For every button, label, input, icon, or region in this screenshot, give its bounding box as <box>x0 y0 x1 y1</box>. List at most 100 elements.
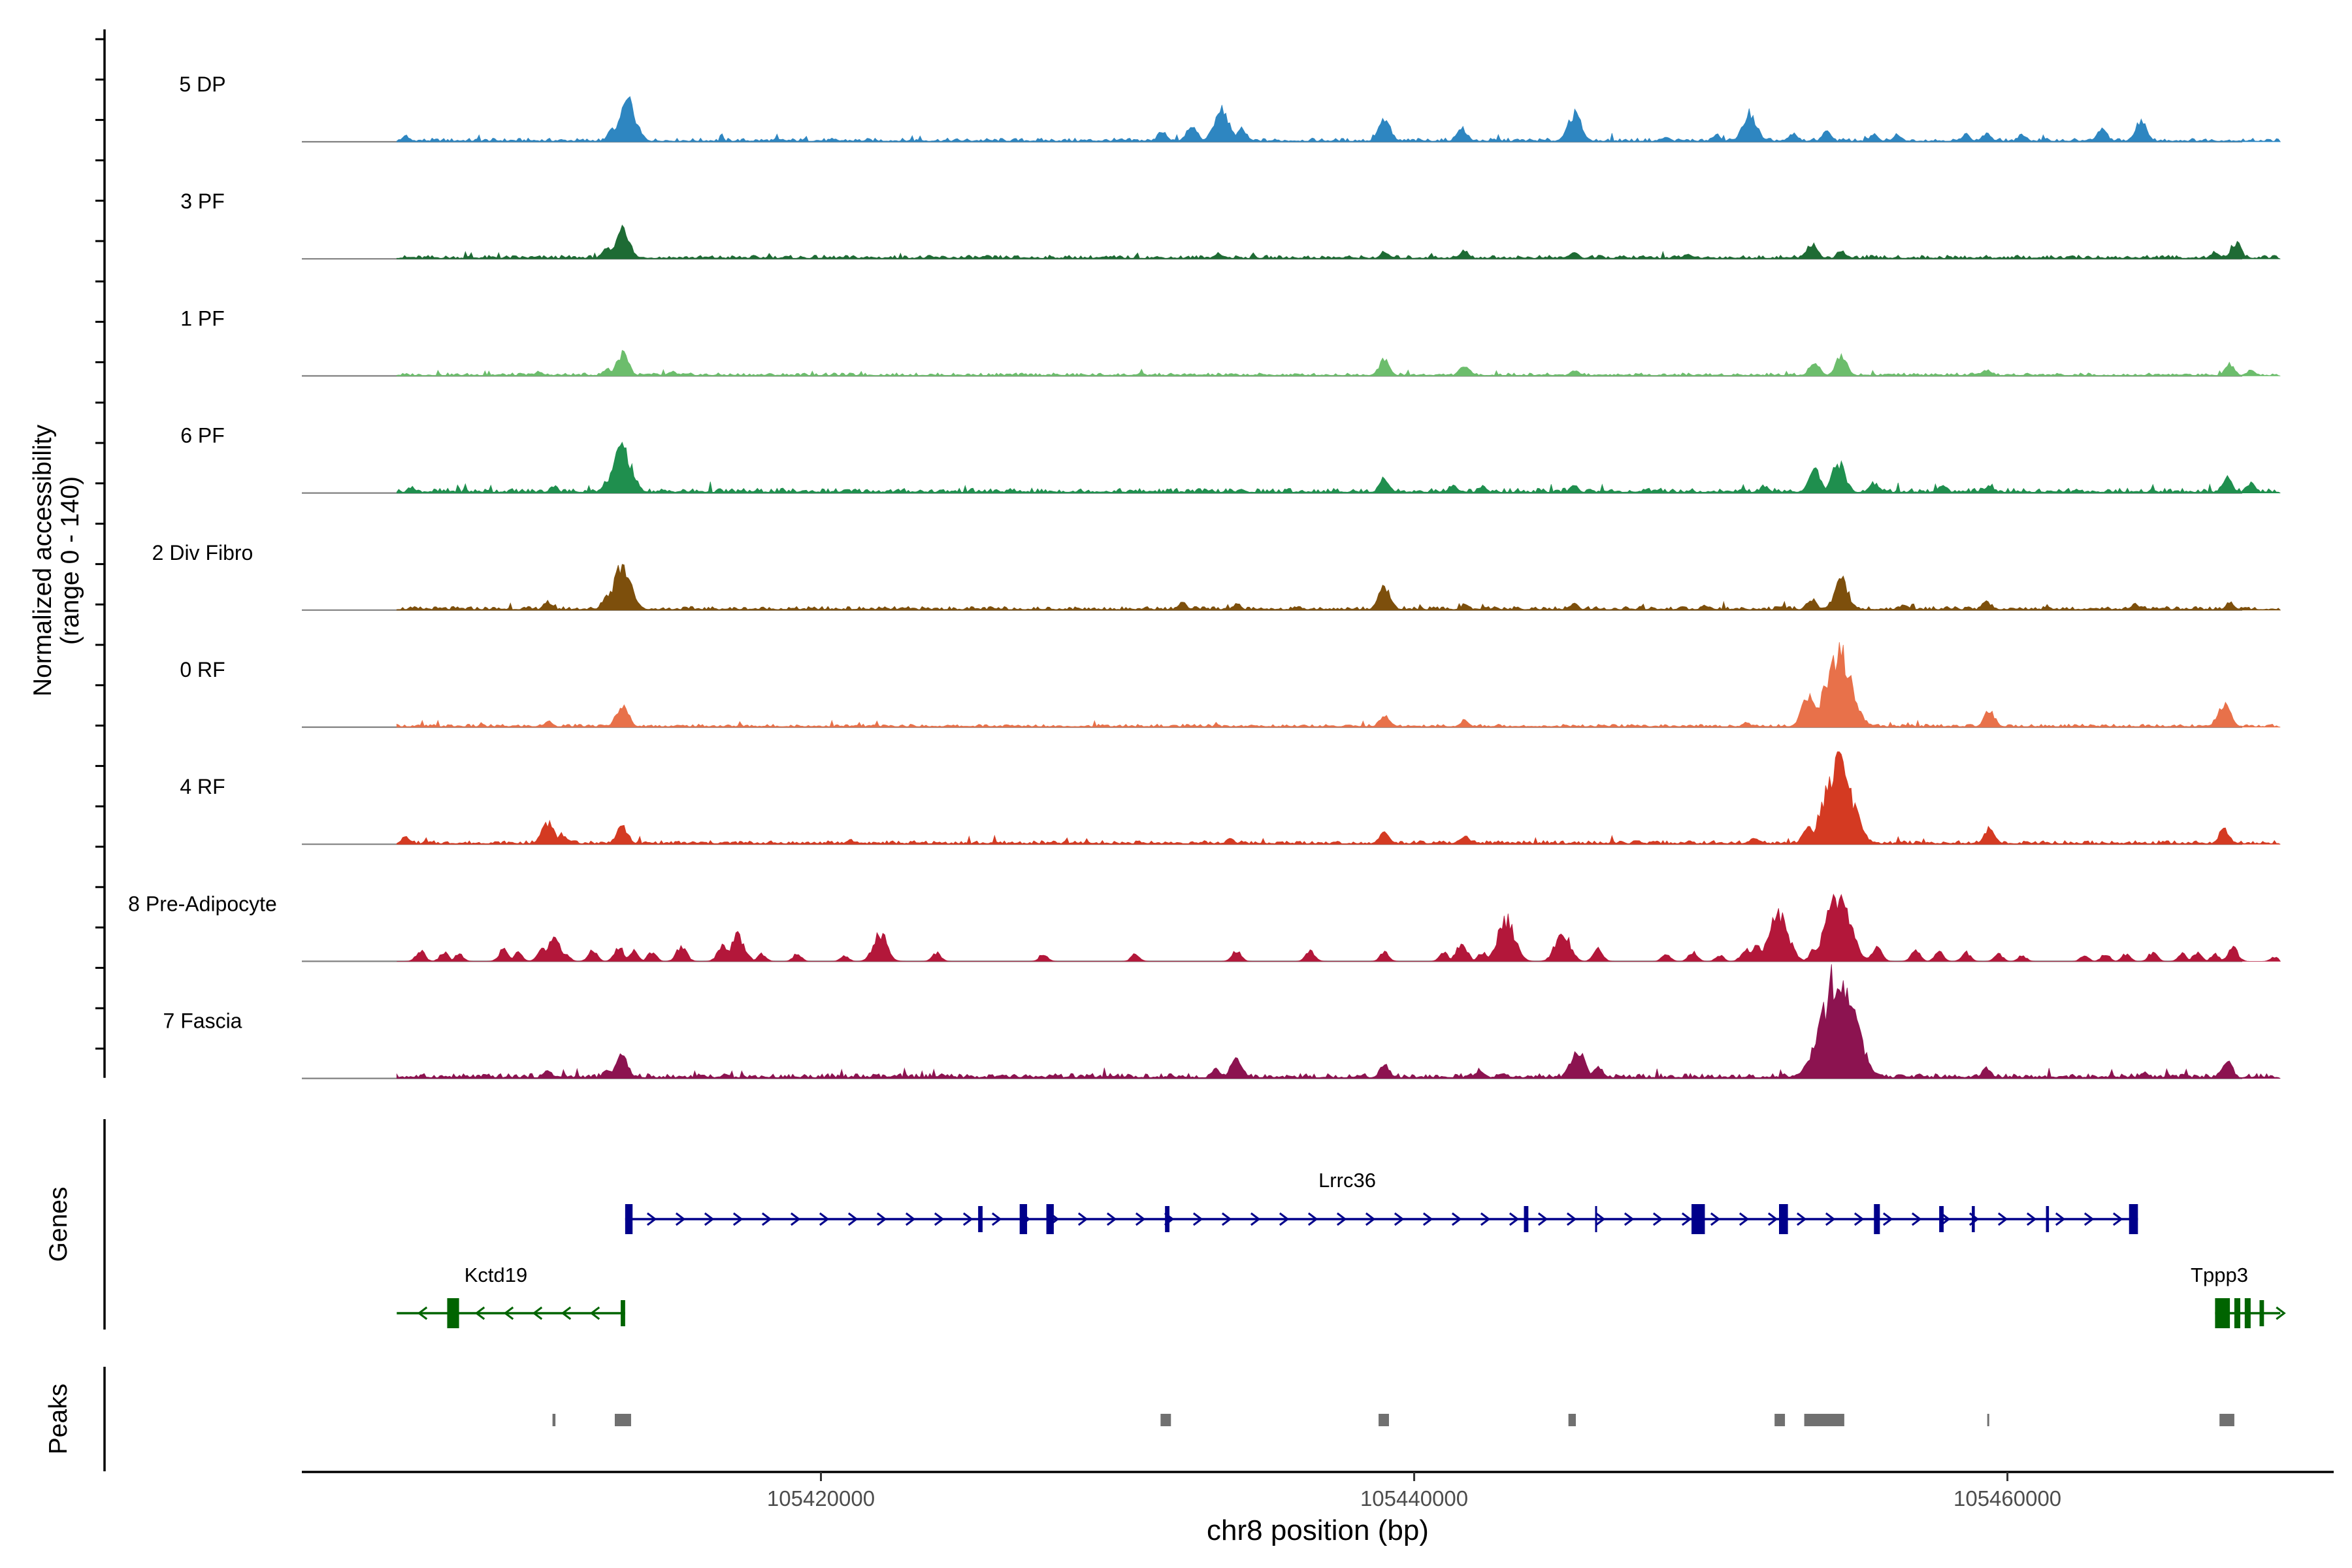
gene-exon <box>1019 1204 1028 1234</box>
track-7-fascia: 7 Fascia <box>163 964 2281 1079</box>
track-label-0-rf: 0 RF <box>180 658 225 681</box>
peak-region <box>1987 1414 1989 1426</box>
gene-label-lrrc36: Lrrc36 <box>1318 1169 1376 1192</box>
strand-arrow-icon <box>1336 1212 1347 1226</box>
strand-arrow-icon <box>1221 1212 1232 1226</box>
strand-arrow-icon <box>2276 1306 2286 1320</box>
x-axis-title: chr8 position (bp) <box>1207 1514 1429 1546</box>
gene-exon <box>2244 1298 2251 1328</box>
strand-arrow-icon <box>1077 1212 1088 1226</box>
strand-arrow-icon <box>1681 1212 1692 1226</box>
track-label-7-fascia: 7 Fascia <box>163 1009 242 1033</box>
strand-arrow-icon <box>905 1212 916 1226</box>
strand-arrow-icon <box>1451 1212 1462 1226</box>
coverage-area-3-pf <box>396 224 2281 259</box>
gene-exon <box>1524 1206 1529 1232</box>
x-axis-ticks: 105420000 105440000 105460000 <box>767 1472 2061 1511</box>
track-label-2-div-fibro: 2 Div Fibro <box>152 541 253 564</box>
gene-exon <box>1595 1206 1597 1232</box>
coverage-area-0-rf <box>396 642 2281 728</box>
strand-arrow-icon <box>1480 1212 1491 1226</box>
strand-arrow-icon <box>761 1212 772 1226</box>
gene-annotations: Lrrc36 Kctd19 Tppp3 <box>397 1169 2286 1328</box>
peak-region <box>1568 1414 1576 1426</box>
gene-exon <box>1778 1204 1788 1234</box>
strand-arrow-icon <box>2055 1212 2066 1226</box>
peaks-panel-title: Peaks <box>44 1384 73 1454</box>
coverage-area-1-pf <box>396 350 2281 376</box>
peak-region <box>1804 1414 1844 1426</box>
gene-label-kctd19: Kctd19 <box>465 1264 528 1286</box>
gene-kctd19: Kctd19 <box>397 1264 625 1328</box>
strand-arrow-icon <box>876 1212 887 1226</box>
track-8-pre-adipocyte: 8 Pre-Adipocyte <box>128 892 2281 962</box>
track-1-pf: 1 PF <box>180 306 2281 377</box>
strand-arrow-icon <box>1710 1212 1721 1226</box>
strand-arrow-icon <box>732 1212 743 1226</box>
strand-arrow-icon <box>1767 1212 1778 1226</box>
gene-exon <box>2215 1298 2230 1328</box>
strand-arrow-icon <box>1624 1212 1635 1226</box>
strand-arrow-icon <box>503 1306 514 1320</box>
strand-arrow-icon <box>1566 1212 1577 1226</box>
strand-arrow-icon <box>1825 1212 1836 1226</box>
strand-arrow-icon <box>790 1212 801 1226</box>
strand-arrow-icon <box>1394 1212 1405 1226</box>
strand-arrow-icon <box>646 1212 657 1226</box>
x-tick-label: 105460000 <box>1953 1486 2061 1511</box>
gene-exon <box>1939 1206 1944 1232</box>
gene-exon <box>2046 1206 2050 1232</box>
strand-arrow-icon <box>1250 1212 1261 1226</box>
strand-arrow-icon <box>819 1212 830 1226</box>
gene-exon <box>1691 1204 1705 1234</box>
gene-exon <box>2259 1300 2264 1326</box>
gene-exon <box>2234 1298 2240 1328</box>
gene-exon <box>978 1206 983 1232</box>
gene-label-tppp3: Tppp3 <box>2191 1264 2248 1286</box>
gene-exon <box>1874 1204 1880 1234</box>
track-label-5-dp: 5 DP <box>179 73 225 96</box>
strand-arrow-icon <box>1509 1212 1520 1226</box>
strand-arrow-icon <box>1796 1212 1807 1226</box>
strand-arrow-icon <box>2026 1212 2037 1226</box>
track-label-4-rf: 4 RF <box>180 775 225 798</box>
strand-arrow-icon <box>675 1212 686 1226</box>
strand-arrow-icon <box>417 1306 428 1320</box>
strand-arrow-icon <box>1307 1212 1318 1226</box>
strand-arrow-icon <box>1422 1212 1433 1226</box>
coverage-area-4-rf <box>396 751 2281 845</box>
strand-arrow-icon <box>991 1212 1002 1226</box>
gene-lrrc36: Lrrc36 <box>625 1169 2138 1234</box>
peak-regions <box>552 1414 2234 1426</box>
x-tick-label: 105440000 <box>1360 1486 1468 1511</box>
gene-exon <box>1046 1204 1054 1234</box>
strand-arrow-icon <box>962 1212 973 1226</box>
peak-region <box>614 1414 631 1426</box>
strand-arrow-icon <box>1106 1212 1117 1226</box>
track-label-8-pre-adipocyte: 8 Pre-Adipocyte <box>128 892 277 915</box>
y-axis-label-line1: Normalized accessibility <box>29 424 57 696</box>
strand-arrow-icon <box>2112 1212 2123 1226</box>
gene-exon <box>447 1298 459 1328</box>
track-6-pf: 6 PF <box>180 424 2281 494</box>
track-0-rf: 0 RF <box>180 642 2281 728</box>
genes-panel-title: Genes <box>44 1187 73 1262</box>
strand-arrow-icon <box>1882 1212 1893 1226</box>
track-2-div-fibro: 2 Div Fibro <box>152 541 2281 611</box>
peak-region <box>1379 1414 1389 1426</box>
strand-arrow-icon <box>847 1212 858 1226</box>
track-3-pf: 3 PF <box>180 189 2281 260</box>
gene-exon <box>625 1204 633 1234</box>
strand-arrow-icon <box>532 1306 543 1320</box>
track-label-1-pf: 1 PF <box>180 306 225 330</box>
y-axis-label-line2: (range 0 - 140) <box>56 476 84 645</box>
coverage-tracks: 5 DP 3 PF 1 PF 6 PF 2 Div Fibro 0 RF 4 RF 8 Pre… <box>128 73 2281 1079</box>
strand-arrow-icon <box>1279 1212 1290 1226</box>
peak-region <box>1774 1414 1786 1426</box>
strand-arrow-icon <box>1854 1212 1865 1226</box>
coverage-area-7-fascia <box>396 964 2281 1079</box>
strand-arrow-icon <box>934 1212 945 1226</box>
gene-exon <box>2129 1204 2138 1234</box>
